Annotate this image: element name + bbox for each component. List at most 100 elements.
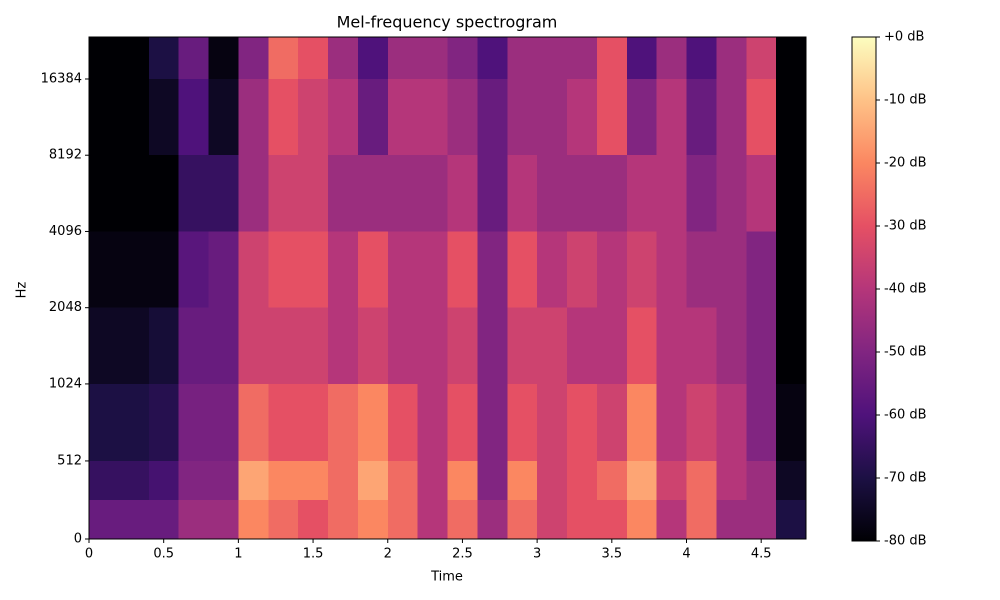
heatmap-cell	[178, 231, 209, 308]
heatmap-cell	[716, 155, 747, 232]
heatmap-cell	[387, 460, 418, 500]
heatmap-cell	[447, 155, 478, 232]
heatmap-cell	[148, 499, 179, 539]
heatmap-cell	[268, 383, 299, 461]
heatmap-cell	[507, 155, 538, 232]
heatmap-cell	[776, 37, 806, 79]
heatmap-cell	[686, 78, 717, 156]
x-tick-label: 2	[384, 547, 392, 562]
colorbar-tick-label: -60 dB	[884, 408, 927, 423]
heatmap-cell	[567, 460, 597, 500]
heatmap-cell	[596, 307, 627, 384]
heatmap-cell	[208, 231, 239, 308]
heatmap-cell	[357, 499, 388, 539]
heatmap-cell	[238, 37, 269, 79]
heatmap-cell	[537, 231, 567, 308]
heatmap-cell	[746, 78, 777, 156]
heatmap-cell	[417, 499, 448, 539]
heatmap-cell	[567, 307, 597, 384]
heatmap-cell	[746, 383, 777, 461]
heatmap-cell	[118, 499, 149, 539]
heatmap-cell	[357, 78, 388, 156]
plot-frame	[88, 36, 807, 540]
heatmap-cell	[238, 155, 269, 232]
heatmap-cell	[208, 499, 239, 539]
heatmap-cell	[417, 155, 448, 232]
heatmap-cell	[268, 460, 299, 500]
heatmap-cell	[357, 307, 388, 384]
y-axis-label: Hz	[15, 282, 30, 299]
heatmap-cell	[328, 499, 358, 539]
heatmap-cell	[238, 231, 269, 308]
heatmap-cell	[716, 460, 747, 500]
heatmap-cell	[746, 155, 777, 232]
heatmap-cell	[626, 499, 657, 539]
heatmap-cell	[596, 155, 627, 232]
heatmap	[89, 37, 806, 539]
heatmap-cell	[118, 78, 149, 156]
heatmap-cell	[148, 460, 179, 500]
heatmap-cell	[567, 37, 597, 79]
colorbar-tick-label: -50 dB	[884, 345, 927, 360]
heatmap-cell	[716, 383, 747, 461]
x-tick-label: 1	[234, 547, 242, 562]
heatmap-cell	[656, 383, 687, 461]
heatmap-cell	[208, 383, 239, 461]
heatmap-cell	[507, 231, 538, 308]
heatmap-cell	[417, 460, 448, 500]
heatmap-cell	[268, 307, 299, 384]
heatmap-cell	[596, 460, 627, 500]
heatmap-cell	[89, 231, 119, 308]
heatmap-cell	[626, 383, 657, 461]
heatmap-cell	[148, 37, 179, 79]
heatmap-cell	[716, 37, 747, 79]
heatmap-cell	[89, 460, 119, 500]
heatmap-cell	[118, 307, 149, 384]
heatmap-cell	[746, 460, 777, 500]
y-tick-label: 0	[74, 532, 82, 547]
heatmap-cell	[417, 231, 448, 308]
heatmap-cell	[417, 383, 448, 461]
heatmap-cell	[447, 383, 478, 461]
x-tick-label: 4	[682, 547, 690, 562]
heatmap-cell	[178, 307, 209, 384]
heatmap-cell	[357, 37, 388, 79]
x-tick-label: 3	[533, 547, 541, 562]
heatmap-cell	[596, 499, 627, 539]
heatmap-cell	[776, 499, 806, 539]
heatmap-cell	[477, 155, 508, 232]
chart-title: Mel-frequency spectrogram	[337, 13, 558, 32]
heatmap-cell	[537, 37, 567, 79]
heatmap-cell	[776, 231, 806, 308]
heatmap-cell	[776, 307, 806, 384]
x-axis-label: Time	[430, 570, 463, 585]
heatmap-cell	[208, 460, 239, 500]
colorbar-tick-label: -10 dB	[884, 93, 927, 108]
heatmap-cell	[208, 37, 239, 79]
colorbar-tick-label: -80 dB	[884, 534, 927, 549]
heatmap-cell	[238, 383, 269, 461]
y-tick-label: 16384	[41, 71, 82, 86]
heatmap-cell	[328, 37, 358, 79]
heatmap-cell	[328, 460, 358, 500]
heatmap-cell	[567, 231, 597, 308]
heatmap-cell	[328, 78, 358, 156]
heatmap-cell	[477, 78, 508, 156]
heatmap-cell	[746, 307, 777, 384]
heatmap-cell	[298, 499, 328, 539]
heatmap-cell	[776, 78, 806, 156]
heatmap-cell	[626, 37, 657, 79]
heatmap-cell	[208, 307, 239, 384]
heatmap-cell	[447, 231, 478, 308]
heatmap-cell	[567, 155, 597, 232]
heatmap-cell	[89, 499, 119, 539]
heatmap-cell	[298, 460, 328, 500]
heatmap-cell	[746, 231, 777, 308]
heatmap-cell	[148, 231, 179, 308]
heatmap-cell	[178, 499, 209, 539]
heatmap-cell	[537, 155, 567, 232]
heatmap-cell	[328, 155, 358, 232]
heatmap-cell	[447, 499, 478, 539]
heatmap-cell	[387, 231, 418, 308]
